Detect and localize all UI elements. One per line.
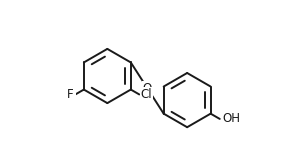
- Text: F: F: [66, 88, 73, 101]
- Text: O: O: [143, 82, 152, 95]
- Text: Cl: Cl: [141, 88, 153, 101]
- Text: OH: OH: [222, 112, 240, 125]
